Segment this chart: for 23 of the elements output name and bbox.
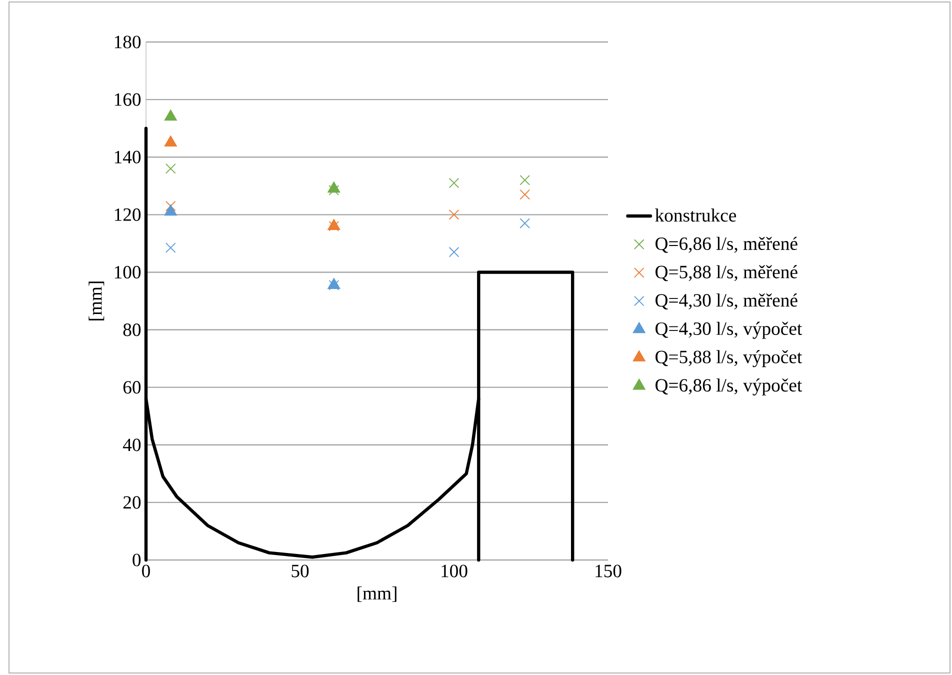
legend-label: Q=5,88 l/s, měřené xyxy=(656,265,798,282)
legend-label: Q=4,30 l/s, výpočet xyxy=(656,322,802,339)
x-tick-label: 150 xyxy=(596,564,622,578)
y-tick-label: 40 xyxy=(122,438,141,452)
y-tick-label: 180 xyxy=(114,36,141,48)
y-tick-label: 120 xyxy=(114,208,141,221)
legend-label: konstrukce xyxy=(655,208,736,222)
y-tick-label: 140 xyxy=(114,150,141,164)
y-tick-label: 80 xyxy=(123,323,141,336)
legend-label: Q=6,86 l/s, výpočet xyxy=(656,378,802,396)
y-tick-label: 20 xyxy=(123,496,141,509)
legend-label: Q=6,86 l/s, měřené xyxy=(656,236,798,253)
legend-label: Q=5,88 l/s, výpočet xyxy=(656,350,802,368)
y-tick-label: 0 xyxy=(132,554,141,566)
legend-label: Q=4,30 l/s, měřené xyxy=(656,293,798,310)
x-tick-label: 100 xyxy=(442,564,468,578)
y-axis-title: [mm] xyxy=(88,282,104,320)
x-axis-title: [mm] xyxy=(358,586,396,602)
y-tick-label: 100 xyxy=(114,266,141,279)
y-tick-label: 160 xyxy=(114,93,141,106)
x-tick-label: 0 xyxy=(142,564,150,578)
x-tick-label: 50 xyxy=(292,564,309,578)
y-tick-label: 60 xyxy=(123,381,141,394)
